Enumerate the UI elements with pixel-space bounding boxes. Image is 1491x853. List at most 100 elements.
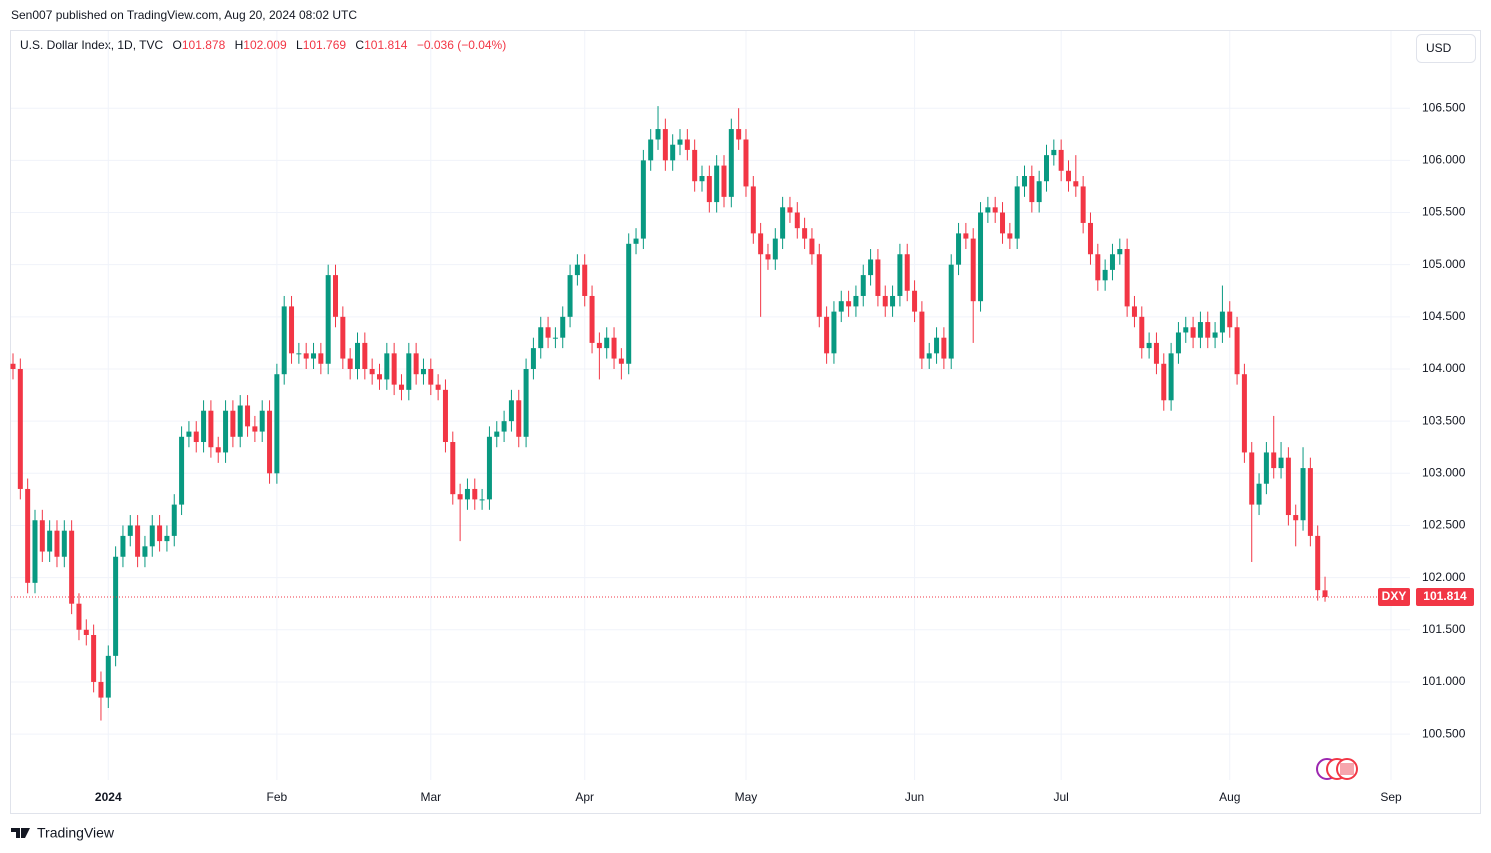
candle-body	[1197, 322, 1203, 338]
candle-body	[428, 368, 434, 385]
candle-body	[941, 337, 947, 359]
candle-body	[956, 233, 962, 265]
candle-body	[890, 295, 896, 307]
candle-body	[758, 233, 764, 255]
candle-body	[325, 275, 331, 364]
candle-body	[1014, 186, 1020, 239]
flags-icon	[1316, 758, 1358, 780]
candle-body	[25, 488, 31, 583]
candle-body	[567, 275, 573, 317]
candle-body	[1080, 186, 1086, 223]
candle-body	[655, 129, 661, 140]
y-tick-label: 102.500	[1422, 518, 1466, 532]
candle-body	[992, 207, 998, 213]
candle-body	[1205, 322, 1211, 338]
candle-body	[1029, 176, 1035, 203]
candle-body	[794, 212, 800, 229]
candle-body	[135, 525, 141, 557]
price-tag-label: 101.814	[1423, 589, 1467, 603]
y-tick-label: 101.500	[1422, 622, 1466, 636]
candle-body	[1087, 222, 1093, 255]
candle-body	[10, 363, 16, 369]
y-tick-label: 103.000	[1422, 465, 1466, 479]
candle-body	[1022, 176, 1028, 187]
x-tick-label: Feb	[267, 790, 288, 804]
candle-body	[802, 228, 808, 239]
candle-body	[860, 275, 866, 296]
candle-body	[32, 520, 38, 583]
candle-body	[149, 525, 155, 547]
candle-body	[714, 165, 720, 203]
currency-label[interactable]: USD	[1426, 41, 1452, 55]
candle-body	[237, 405, 243, 437]
candle-body	[442, 389, 448, 443]
candle-body	[142, 546, 148, 557]
currency-button[interactable]	[1416, 34, 1476, 63]
candle-body	[926, 353, 932, 359]
candle-body	[215, 447, 221, 453]
candle-body	[787, 207, 793, 213]
candle-body	[179, 436, 185, 505]
candle-body	[1139, 316, 1145, 349]
candle-body	[54, 530, 60, 557]
candle-body	[582, 264, 588, 296]
candle-body	[1315, 535, 1321, 591]
candle-body	[486, 436, 492, 500]
candle-body	[1293, 515, 1299, 521]
candle-body	[970, 238, 976, 302]
symbol-name: U.S. Dollar Index, 1D, TVC	[20, 38, 163, 52]
candle-body	[296, 353, 302, 355]
candle-body	[398, 384, 404, 390]
candle-body	[193, 431, 199, 443]
candle-body	[457, 494, 463, 500]
candle-body	[1051, 149, 1057, 156]
candle-body	[750, 186, 756, 234]
candle-body	[743, 139, 749, 187]
candle-body	[626, 243, 632, 364]
ohlc-key: O	[173, 38, 182, 52]
candle-body	[450, 442, 456, 495]
candle-body	[1153, 342, 1159, 364]
candle-body	[355, 342, 360, 369]
candle-body	[948, 264, 954, 359]
candle-body	[662, 129, 668, 161]
candle-body	[809, 238, 815, 255]
candle-body	[1007, 233, 1013, 239]
candle-body	[699, 176, 705, 182]
candle-body	[223, 410, 229, 453]
x-tick-label: May	[735, 790, 758, 804]
candle-body	[376, 374, 382, 380]
candle-body	[384, 353, 390, 380]
candle-body	[69, 530, 75, 604]
candle-body	[39, 520, 45, 552]
candle-body	[201, 410, 207, 443]
y-tick-label: 104.000	[1422, 361, 1466, 375]
candle-body	[978, 212, 984, 302]
candle-body	[831, 311, 837, 354]
candle-body	[494, 431, 500, 437]
candle-body	[919, 311, 925, 359]
candle-body	[1285, 457, 1291, 516]
x-tick-label: Sep	[1380, 790, 1402, 804]
candle-body	[501, 421, 507, 432]
candle-body	[105, 655, 111, 698]
candle-body	[508, 400, 514, 422]
candle-body	[120, 535, 126, 557]
candle-body	[61, 530, 67, 557]
candle-body	[1131, 306, 1137, 317]
candle-body	[1249, 452, 1255, 505]
candle-body	[963, 233, 969, 239]
candle-body	[640, 160, 646, 239]
candle-body	[391, 353, 397, 385]
candle-body	[677, 139, 683, 145]
candle-body	[728, 129, 734, 197]
candle-body	[157, 525, 163, 542]
x-tick-label: Apr	[575, 790, 594, 804]
ohlc-key: C	[355, 38, 364, 52]
candle-body	[1175, 332, 1181, 354]
candle-body	[560, 316, 566, 338]
candle-body	[171, 504, 177, 536]
x-tick-label: Mar	[420, 790, 441, 804]
candle-body	[1109, 254, 1115, 270]
